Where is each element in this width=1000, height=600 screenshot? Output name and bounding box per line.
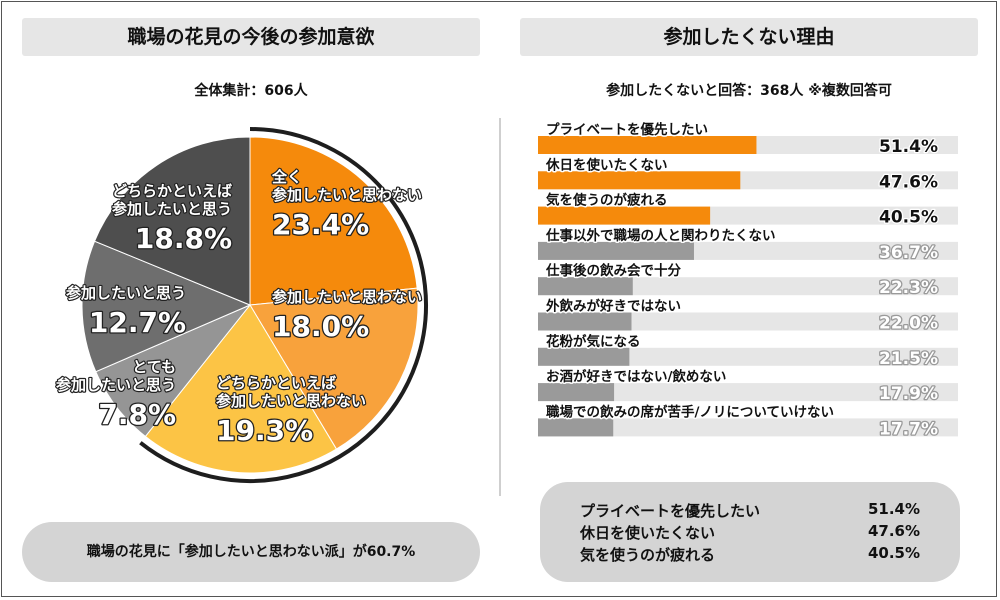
panel-divider bbox=[499, 118, 501, 496]
pie-label-line: 参加したいと思わない bbox=[272, 186, 422, 204]
summary-row-value: 40.5% bbox=[867, 544, 920, 562]
pie-value-label: 19.3% bbox=[216, 414, 313, 447]
pie-slice-label: 参加したいと思う 12.7% bbox=[65, 283, 188, 341]
bar bbox=[538, 383, 615, 402]
bar-track bbox=[538, 418, 958, 437]
summary-row: プライベートを優先したい 51.4% bbox=[580, 500, 920, 520]
bar bbox=[538, 241, 694, 260]
bar-category-label: お酒が好きではない/飲めない bbox=[546, 368, 726, 385]
pie-slice bbox=[249, 287, 419, 450]
bar-value-label: 47.6% bbox=[879, 172, 938, 192]
bar-category-label: 外飲みが好きではない bbox=[546, 298, 681, 315]
pie-value-label: 23.4% bbox=[272, 208, 369, 241]
right-panel-title: 参加したくない理由 bbox=[520, 18, 978, 56]
bar bbox=[538, 171, 741, 190]
bar-value-label: 22.3% bbox=[879, 278, 938, 298]
summary-row: 休日を使いたくない 47.6% bbox=[580, 522, 920, 542]
pie-slice bbox=[144, 304, 338, 474]
bar-track bbox=[538, 312, 958, 331]
pie-label-line: 参加したいと思う bbox=[112, 200, 232, 218]
pie-slice bbox=[81, 240, 252, 373]
pie-chart: 全く参加したいと思わない23.4%参加したいと思わない18.0%どちらかといえば… bbox=[55, 127, 428, 483]
left-summary-banner: 職場の花見に「参加したいと思わない派」が60.7% bbox=[22, 522, 480, 582]
pie-value-label: 12.7% bbox=[89, 306, 186, 339]
bar-track bbox=[538, 383, 958, 402]
bar bbox=[538, 206, 711, 225]
summary-row-label: プライベートを優先したい bbox=[580, 502, 761, 520]
summary-row-value: 47.6% bbox=[867, 522, 920, 540]
bar-category-label: 仕事以外で職場の人と関わりたくない bbox=[545, 227, 776, 244]
bar-track bbox=[538, 347, 958, 366]
bar bbox=[538, 418, 614, 437]
pie-label-line: とても bbox=[132, 358, 176, 376]
bar-category-label: 花粉が気になる bbox=[546, 333, 641, 350]
pie-label-line: 参加したいと思わない bbox=[272, 288, 422, 306]
bar bbox=[538, 136, 757, 154]
bar-value-label: 21.5% bbox=[879, 349, 938, 369]
bar-value-label: 17.9% bbox=[879, 384, 938, 404]
left-panel-subtitle: 全体集計：606人 bbox=[194, 83, 308, 99]
right-summary-box: プライベートを優先したい 51.4% 休日を使いたくない 47.6% 気を使うの… bbox=[540, 482, 960, 582]
bar-category-label: 職場での飲みの席が苦手/ノリについていけない bbox=[546, 403, 834, 420]
bar-value-label: 40.5% bbox=[879, 208, 938, 228]
bar bbox=[538, 347, 630, 366]
bar-value-label: 17.7% bbox=[879, 419, 938, 439]
bar-value-label: 51.4% bbox=[879, 137, 938, 157]
bar bbox=[538, 312, 632, 331]
bar-chart: プライベートを優先したい 51.4% 休日を使いたくない 47.6% 気を使うのが疲れる… bbox=[538, 120, 958, 441]
bar-track bbox=[538, 277, 958, 296]
bar-category-label: 仕事後の飲み会で十分 bbox=[545, 262, 681, 279]
summary-row: 気を使うのが疲れる 40.5% bbox=[580, 544, 920, 564]
bar-category-label: プライベートを優先したい bbox=[546, 121, 708, 138]
bar-category-label: 気を使うのが疲れる bbox=[546, 192, 668, 209]
bar-value-label: 36.7% bbox=[879, 243, 938, 263]
pie-label-line: 参加したいと思う bbox=[56, 376, 176, 394]
pie-label-line: 全く bbox=[271, 168, 302, 186]
summary-row-value: 51.4% bbox=[867, 500, 920, 518]
pie-slice bbox=[249, 136, 418, 306]
pie-label-line: 参加したいと思う bbox=[66, 284, 186, 302]
pie-slice bbox=[93, 136, 251, 306]
pie-value-label: 7.8% bbox=[98, 398, 176, 431]
pie-accent-arc bbox=[139, 127, 428, 483]
summary-row-label: 休日を使いたくない bbox=[580, 524, 716, 542]
summary-row-label: 気を使うのが疲れる bbox=[580, 546, 716, 564]
bar-value-label: 22.0% bbox=[879, 314, 938, 334]
left-panel-title: 職場の花見の今後の参加意欲 bbox=[22, 18, 480, 56]
pie-value-label: 18.0% bbox=[272, 310, 369, 343]
pie-value-label: 18.8% bbox=[135, 222, 232, 255]
bar bbox=[538, 277, 633, 296]
right-panel-subtitle: 参加したくないと回答：368人 ※複数回答可 bbox=[606, 83, 892, 99]
pie-label-line: 参加したいと思わない bbox=[216, 392, 366, 410]
pie-label-line: どちらかといえば bbox=[112, 182, 232, 200]
pie-slice-label: 参加したいと思わない 18.0% bbox=[271, 287, 424, 345]
pie-label-line: どちらかといえば bbox=[216, 374, 336, 392]
bar-category-label: 休日を使いたくない bbox=[545, 156, 668, 173]
